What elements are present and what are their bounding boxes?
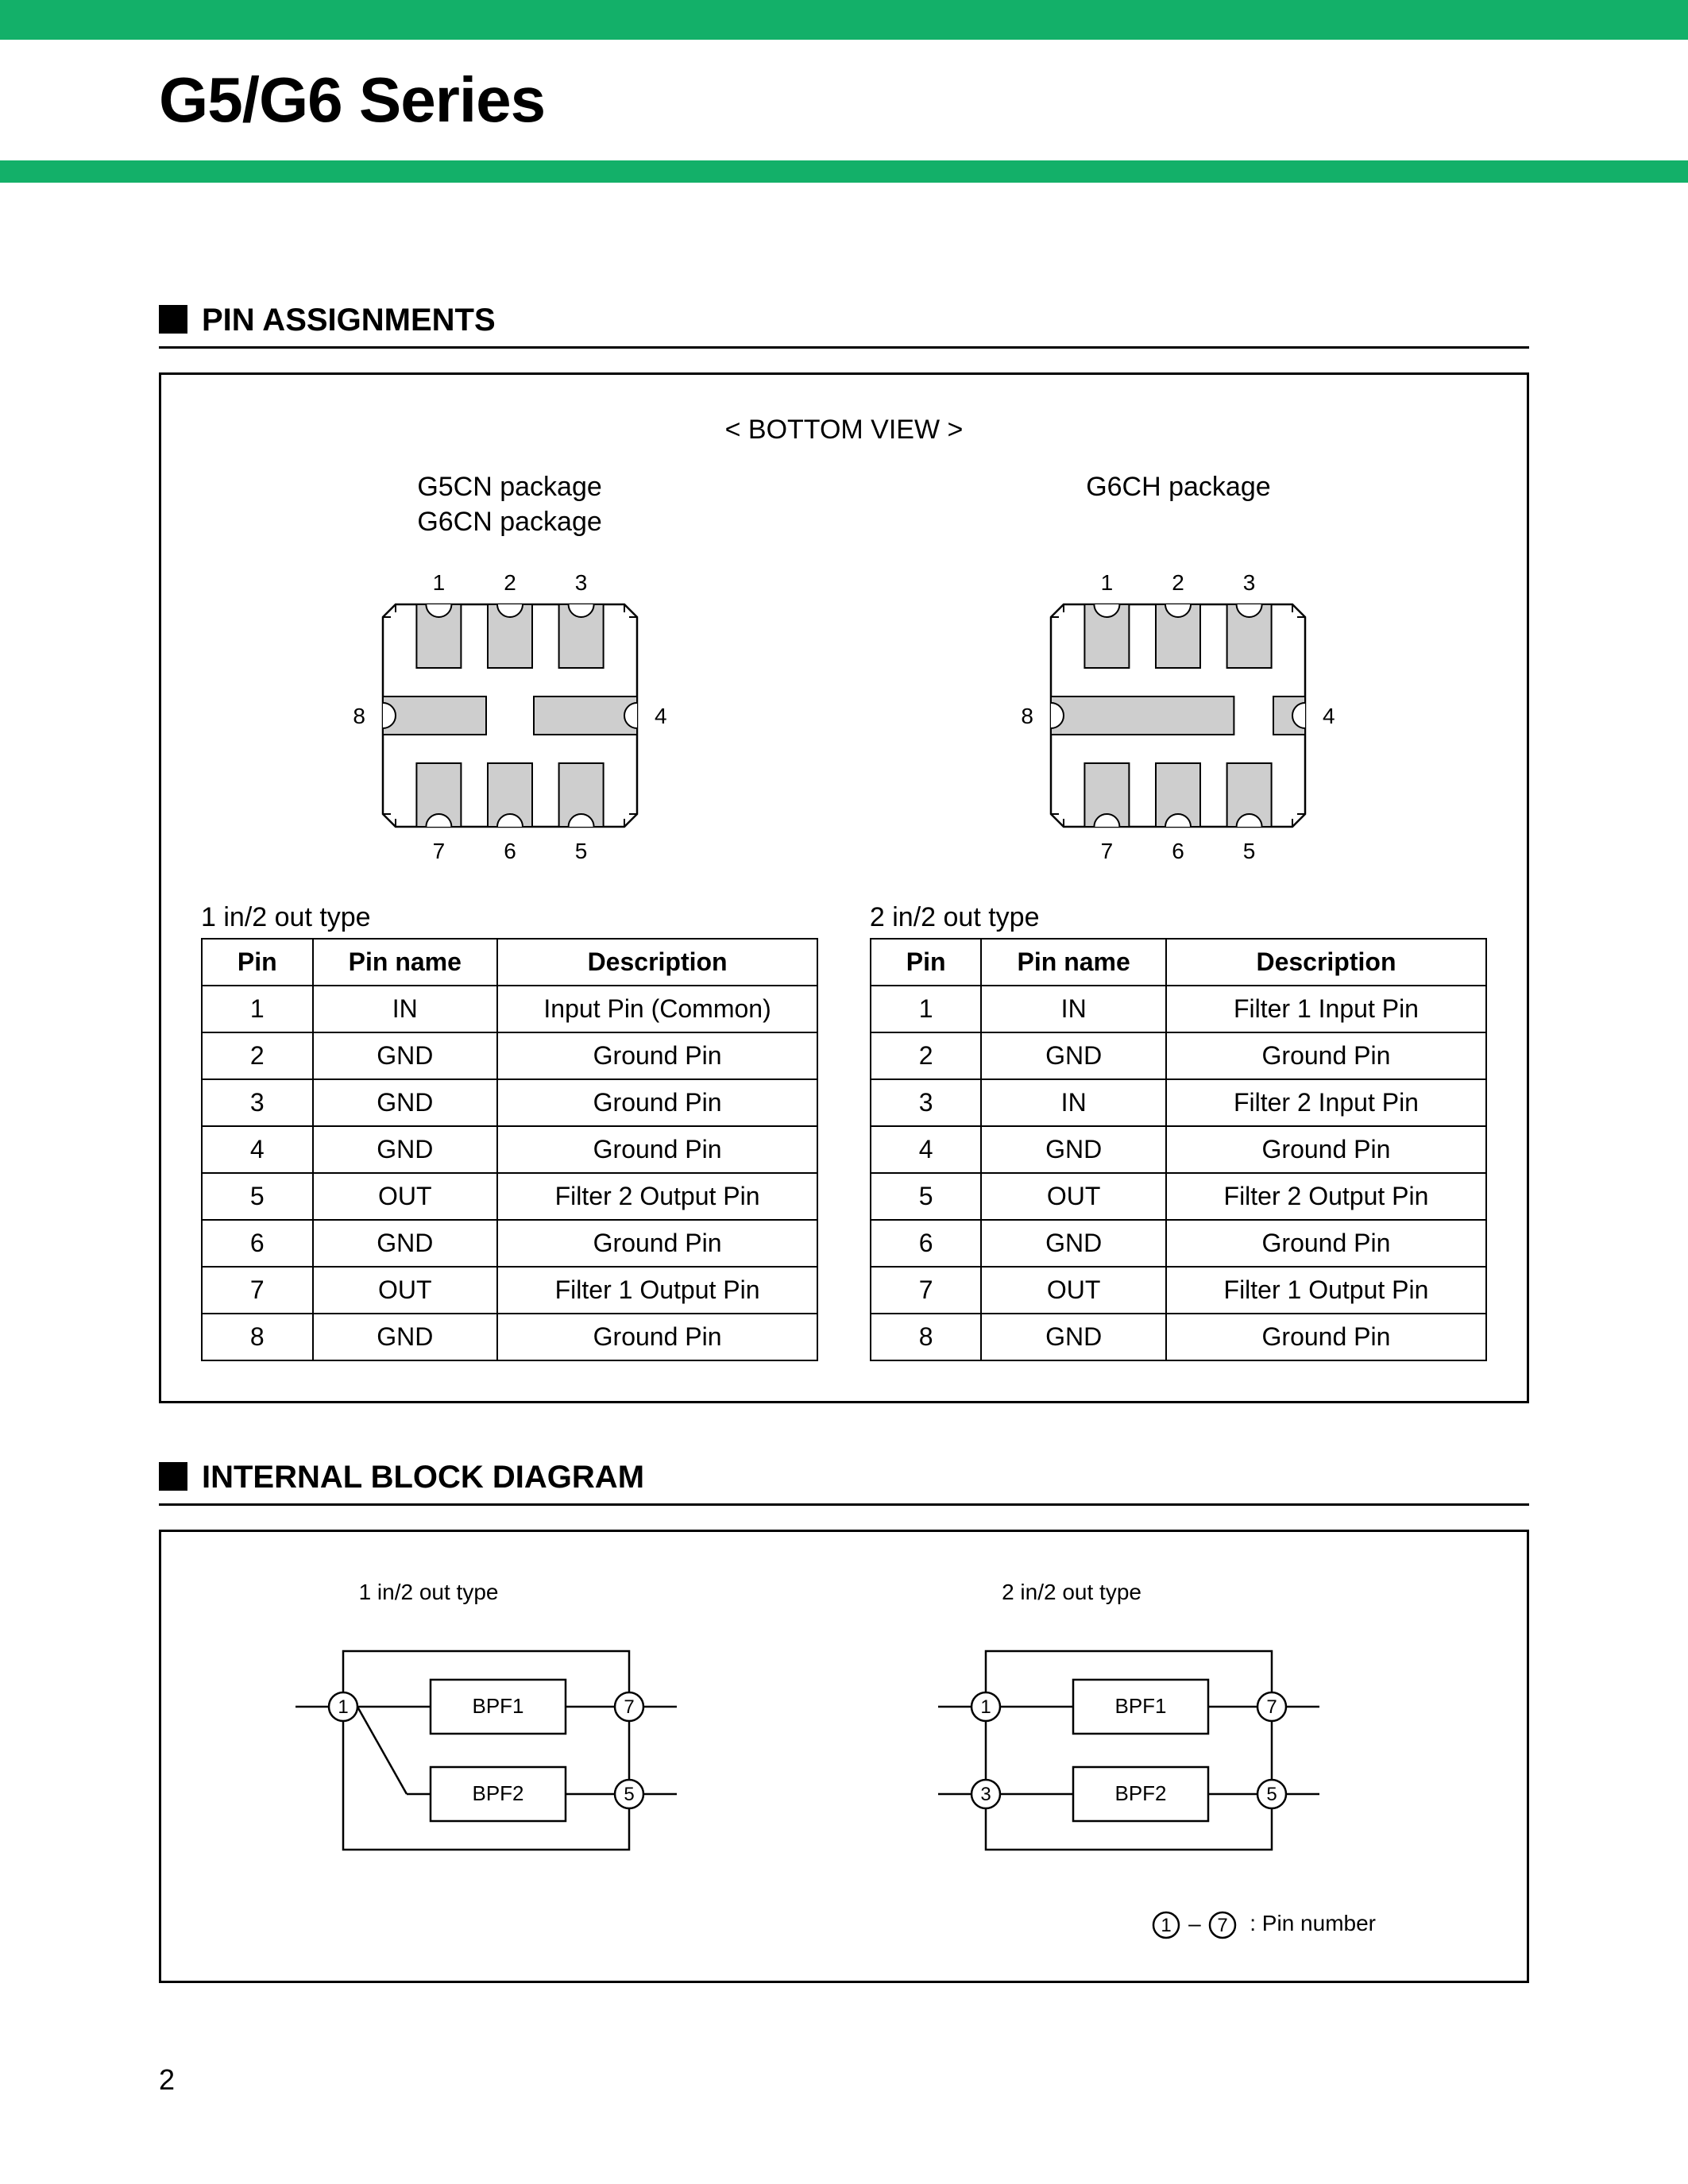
- pin-label: 7: [1101, 839, 1114, 863]
- pin-label: 3: [1243, 570, 1256, 595]
- pin-table-caption: 2 in/2 out type: [870, 902, 1487, 933]
- block-caption: 1 in/2 out type: [359, 1580, 805, 1605]
- block-column: 1 in/2 out type BPF1 BPF2 7 5 1: [240, 1580, 805, 1885]
- table-row: 4GNDGround Pin: [202, 1126, 817, 1173]
- pin-label: 3: [574, 570, 587, 595]
- svg-text:BPF2: BPF2: [1115, 1781, 1167, 1805]
- pin-label: 6: [504, 839, 516, 863]
- table-row: 6GNDGround Pin: [202, 1220, 817, 1267]
- package-g5cn-svg: 1 2 3 7 6 5 8 4: [339, 561, 681, 870]
- pin-number-legend: 1 – 7 : Pin number: [201, 1909, 1487, 1941]
- block-diagram-heading: INTERNAL BLOCK DIAGRAM: [159, 1459, 1529, 1506]
- title-band: G5/G6 Series: [0, 40, 1688, 183]
- table-row: 3INFilter 2 Input Pin: [871, 1079, 1486, 1126]
- svg-text:BPF1: BPF1: [472, 1694, 523, 1718]
- pin-circle-icon: 1: [1150, 1909, 1182, 1941]
- table-row: 2GNDGround Pin: [202, 1032, 817, 1079]
- table-row: 7OUTFilter 1 Output Pin: [202, 1267, 817, 1314]
- package-g6ch-svg: 1 2 3 7 6 5 8 4: [1007, 561, 1349, 870]
- block-diagram-svg: BPF1 BPF2 7 5 1: [240, 1619, 732, 1881]
- package-column: G5CN packageG6CN package 1 2 3 7 6 5 8 4: [201, 469, 818, 870]
- pin-label: 2: [1172, 570, 1185, 595]
- pin-label: 5: [1243, 839, 1256, 863]
- package-name: G5CN packageG6CN package: [201, 469, 818, 541]
- pin-table-caption: 1 in/2 out type: [201, 902, 818, 933]
- package-name: G6CH package: [870, 469, 1487, 541]
- svg-text:7: 7: [1266, 1696, 1277, 1718]
- svg-text:BPF1: BPF1: [1115, 1694, 1167, 1718]
- page-title: G5/G6 Series: [159, 64, 1688, 137]
- pin-assignments-box: < BOTTOM VIEW > G5CN packageG6CN package…: [159, 372, 1529, 1403]
- package-column: G6CH package 1 2 3 7 6 5 8 4: [870, 469, 1487, 870]
- pin-label: 6: [1172, 839, 1185, 863]
- pin-table-column: 1 in/2 out type PinPin nameDescription1IN…: [201, 902, 818, 1361]
- svg-text:1: 1: [1161, 1915, 1172, 1936]
- pin-circle-icon: 7: [1207, 1909, 1238, 1941]
- svg-text:8: 8: [353, 704, 365, 728]
- pin-tables-row: 1 in/2 out type PinPin nameDescription1IN…: [201, 902, 1487, 1361]
- svg-text:7: 7: [1218, 1915, 1228, 1936]
- package-row: G5CN packageG6CN package12376584G6CH pac…: [201, 469, 1487, 870]
- table-row: 8GNDGround Pin: [202, 1314, 817, 1360]
- pin-label: 5: [574, 839, 587, 863]
- page-number: 2: [159, 2063, 175, 2097]
- pin-table: PinPin nameDescription1INFilter 1 Input …: [870, 938, 1487, 1361]
- pin-table: PinPin nameDescription1INInput Pin (Comm…: [201, 938, 818, 1361]
- svg-text:1: 1: [980, 1696, 991, 1718]
- table-row: 1INFilter 1 Input Pin: [871, 986, 1486, 1032]
- table-row: 8GNDGround Pin: [871, 1314, 1486, 1360]
- table-row: 5OUTFilter 2 Output Pin: [871, 1173, 1486, 1220]
- table-row: 2GNDGround Pin: [871, 1032, 1486, 1079]
- block-row: 1 in/2 out typeBPF1BPF27512 in/2 out typ…: [201, 1564, 1487, 1885]
- svg-text:4: 4: [1323, 704, 1335, 728]
- svg-text:BPF2: BPF2: [472, 1781, 523, 1805]
- pin-label: 1: [432, 570, 445, 595]
- pin-label: 1: [1101, 570, 1114, 595]
- pin-label: 2: [504, 570, 516, 595]
- svg-text:5: 5: [1266, 1784, 1277, 1805]
- pin-assignments-heading: PIN ASSIGNMENTS: [159, 302, 1529, 349]
- accent-top-bar: [0, 0, 1688, 40]
- block-column: 2 in/2 out type BPF1 BPF2 7 5 1 3: [883, 1580, 1448, 1885]
- svg-text:8: 8: [1022, 704, 1034, 728]
- table-row: 3GNDGround Pin: [202, 1079, 817, 1126]
- svg-text:3: 3: [980, 1784, 991, 1805]
- pin-table-column: 2 in/2 out type PinPin nameDescription1IN…: [870, 902, 1487, 1361]
- table-row: 6GNDGround Pin: [871, 1220, 1486, 1267]
- pin-label: 7: [432, 839, 445, 863]
- svg-text:1: 1: [338, 1696, 348, 1718]
- svg-text:7: 7: [624, 1696, 634, 1718]
- table-row: 7OUTFilter 1 Output Pin: [871, 1267, 1486, 1314]
- square-bullet-icon: [159, 305, 187, 334]
- block-diagram-box: 1 in/2 out typeBPF1BPF27512 in/2 out typ…: [159, 1530, 1529, 1983]
- square-bullet-icon: [159, 1462, 187, 1491]
- block-diagram-svg: BPF1 BPF2 7 5 1 3: [883, 1619, 1375, 1881]
- svg-text:5: 5: [624, 1784, 634, 1805]
- block-caption: 2 in/2 out type: [1002, 1580, 1448, 1605]
- bottom-view-label: < BOTTOM VIEW >: [201, 415, 1487, 446]
- table-row: 4GNDGround Pin: [871, 1126, 1486, 1173]
- svg-text:4: 4: [655, 704, 667, 728]
- table-row: 5OUTFilter 2 Output Pin: [202, 1173, 817, 1220]
- table-row: 1INInput Pin (Common): [202, 986, 817, 1032]
